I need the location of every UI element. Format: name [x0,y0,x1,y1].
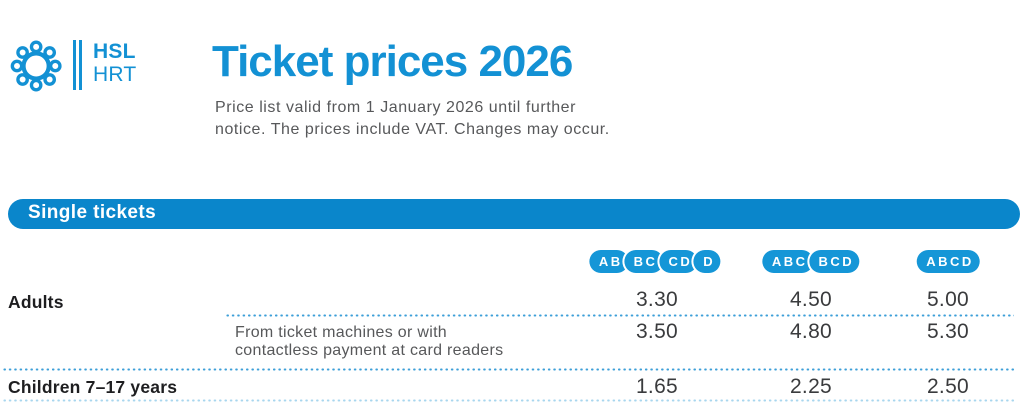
price-cell: 4.80 [789,320,833,343]
zone-pill: AB [589,250,629,273]
zone-pill: BC [624,250,663,273]
price-cell: 2.25 [789,375,833,398]
zone-pill: ABC [762,250,813,273]
dotted-divider [2,368,1014,372]
zone-group-three-zones: ABC BCD [762,250,860,273]
zone-pill: D [693,250,721,273]
zone-group-four-zones: ABCD [916,250,980,273]
brand-hsl-text: HSL [93,40,136,63]
logo-divider-bars-icon [73,40,82,90]
sublabel-line: From ticket machines or with [235,324,448,341]
brand-hrt-text: HRT [93,63,137,86]
price-cell: 3.30 [635,288,679,311]
zone-pill: CD [658,250,698,273]
price-cell: 3.50 [635,320,679,343]
dotted-divider [225,314,1014,318]
dotted-divider-light [2,399,1014,403]
sublabel-line: contactless payment at card readers [235,342,504,359]
section-banner-single-tickets: Single tickets [8,199,1020,229]
page-subtitle: Price list valid from 1 January 2026 unt… [215,97,610,140]
subtitle-line: notice. The prices include VAT. Changes … [215,120,610,138]
zone-pill: BCD [809,250,860,273]
hsl-sun-icon [10,40,62,92]
row-sublabel-ticket-machines: From ticket machines or with contactless… [235,324,503,360]
page-title: Ticket prices 2026 [212,37,573,86]
price-cell: 5.00 [926,288,970,311]
zone-pill: ABCD [916,250,980,273]
price-cell: 1.65 [635,375,679,398]
section-banner-label: Single tickets [28,202,157,223]
price-cell: 5.30 [926,320,970,343]
price-cell: 2.50 [926,375,970,398]
price-cell: 4.50 [789,288,833,311]
subtitle-line: Price list valid from 1 January 2026 unt… [215,99,576,116]
zone-group-two-zones: AB BC CD D [589,250,721,273]
row-label-adults: Adults [8,292,64,312]
brand-wordmark: HSL HRT [93,40,136,86]
row-label-children: Children 7–17 years [8,377,178,397]
